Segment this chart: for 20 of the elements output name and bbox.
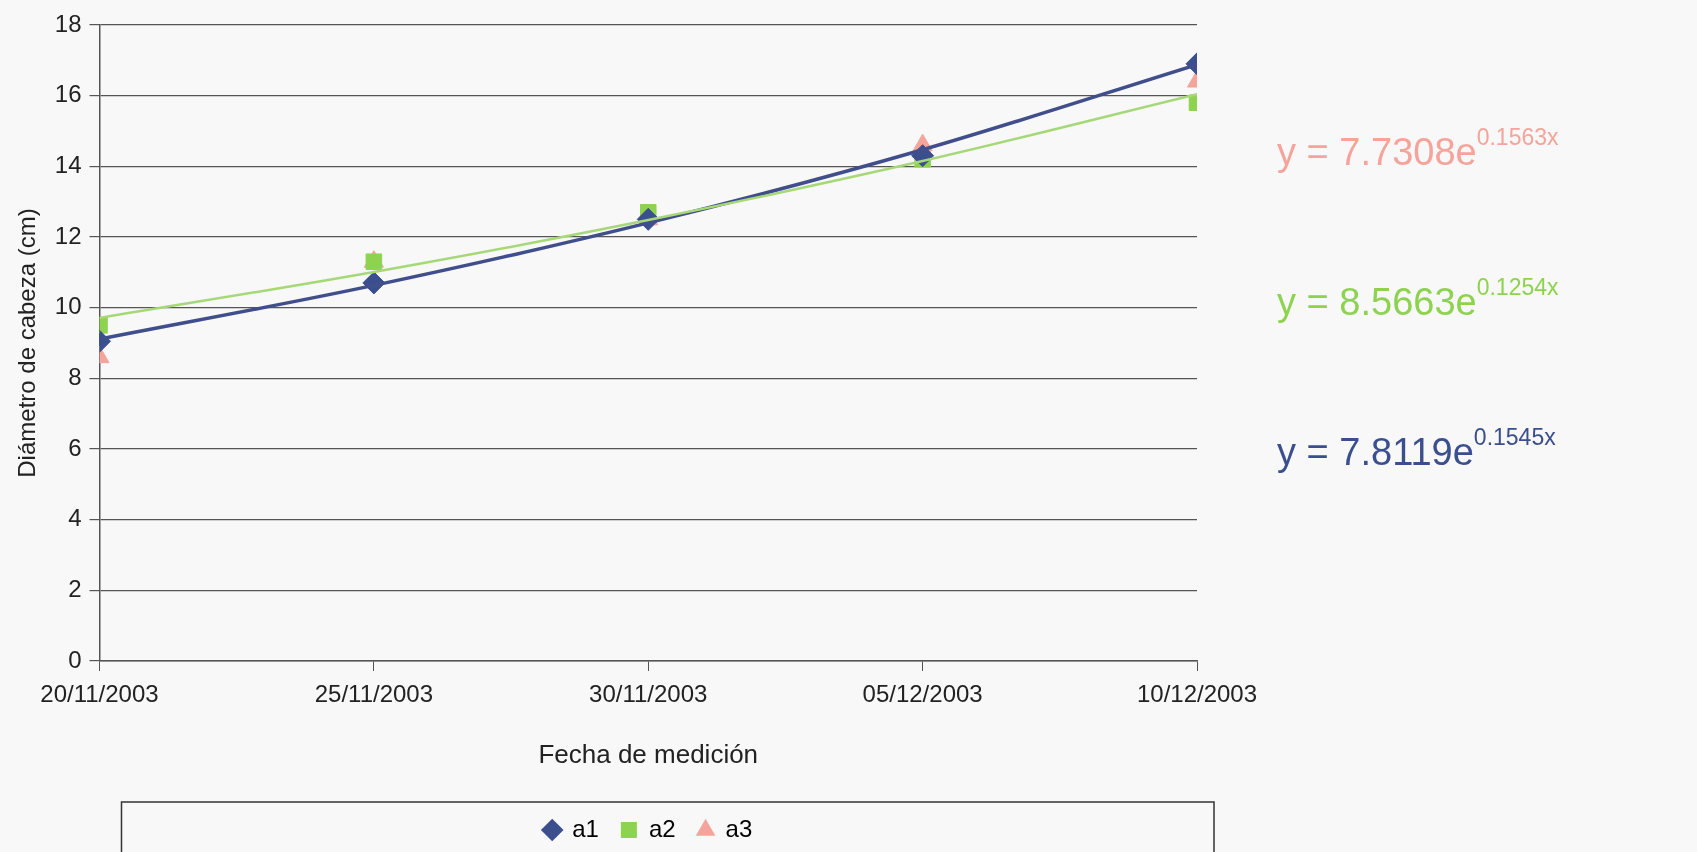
y-axis-title: Diámetro de cabeza (cm) [13,208,41,478]
y-tick-label: 10 [54,292,82,320]
y-tick-label: 4 [68,504,82,532]
x-tick-label: 05/12/2003 [862,680,983,708]
y-tick-label: 12 [54,221,82,249]
y-tick-label: 0 [68,645,82,673]
x-axis-title: Fecha de medición [538,738,759,769]
x-tick-label: 25/11/2003 [314,680,434,708]
x-tick-label: 20/11/2003 [40,680,159,708]
legend-label: a1 [572,814,599,842]
x-tick-label: 10/12/2003 [1136,680,1258,708]
y-tick-label: 16 [54,80,82,108]
x-tick-label: 30/11/2003 [589,680,708,708]
y-tick-label: 6 [68,433,82,461]
y-tick-label: 8 [68,362,82,390]
legend-label: a2 [648,814,676,842]
y-tick-label: 18 [54,9,82,37]
legend-label: a3 [725,814,753,842]
y-tick-label: 2 [68,574,82,602]
y-tick-label: 14 [54,150,82,178]
